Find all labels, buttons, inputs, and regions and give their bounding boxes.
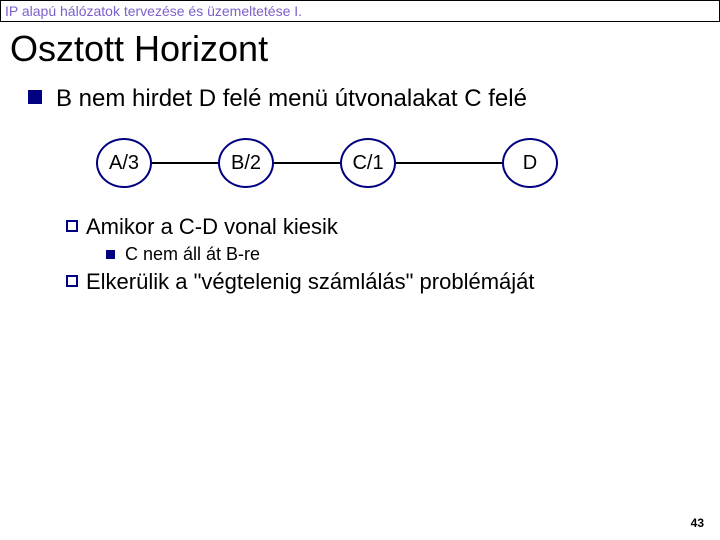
sub1-text: Amikor a C-D vonal kiesik <box>86 214 338 240</box>
bullet-level2-b: Elkerülik a "végtelenig számlálás" probl… <box>0 269 720 295</box>
subsub1-text: C nem áll át B-re <box>125 244 260 265</box>
node-a: A/3 <box>96 138 152 188</box>
bullet-level2-a: Amikor a C-D vonal kiesik <box>0 214 720 240</box>
outline-bullet-icon <box>66 220 78 232</box>
bullet-level3: C nem áll át B-re <box>0 240 720 269</box>
header-bar: IP alapú hálózatok tervezése és üzemelte… <box>0 0 720 22</box>
outline-bullet-icon <box>66 275 78 287</box>
square-bullet-icon <box>28 90 42 104</box>
node-c: C/1 <box>340 138 396 188</box>
edge-cd <box>396 162 502 164</box>
page-number: 43 <box>691 516 704 530</box>
edge-bc <box>274 162 340 164</box>
bullet-level1: B nem hirdet D felé menü útvonalakat C f… <box>0 80 720 114</box>
network-diagram: A/3 B/2 C/1 D <box>0 114 720 214</box>
header-text: IP alapú hálózatok tervezése és üzemelte… <box>5 3 302 19</box>
node-d: D <box>502 138 558 188</box>
node-b: B/2 <box>218 138 274 188</box>
sub2-text: Elkerülik a "végtelenig számlálás" probl… <box>86 269 535 295</box>
edge-ab <box>152 162 218 164</box>
slide-title: Osztott Horizont <box>0 22 720 80</box>
small-square-bullet-icon <box>106 250 115 259</box>
bullet1-text: B nem hirdet D felé menü útvonalakat C f… <box>56 84 527 114</box>
